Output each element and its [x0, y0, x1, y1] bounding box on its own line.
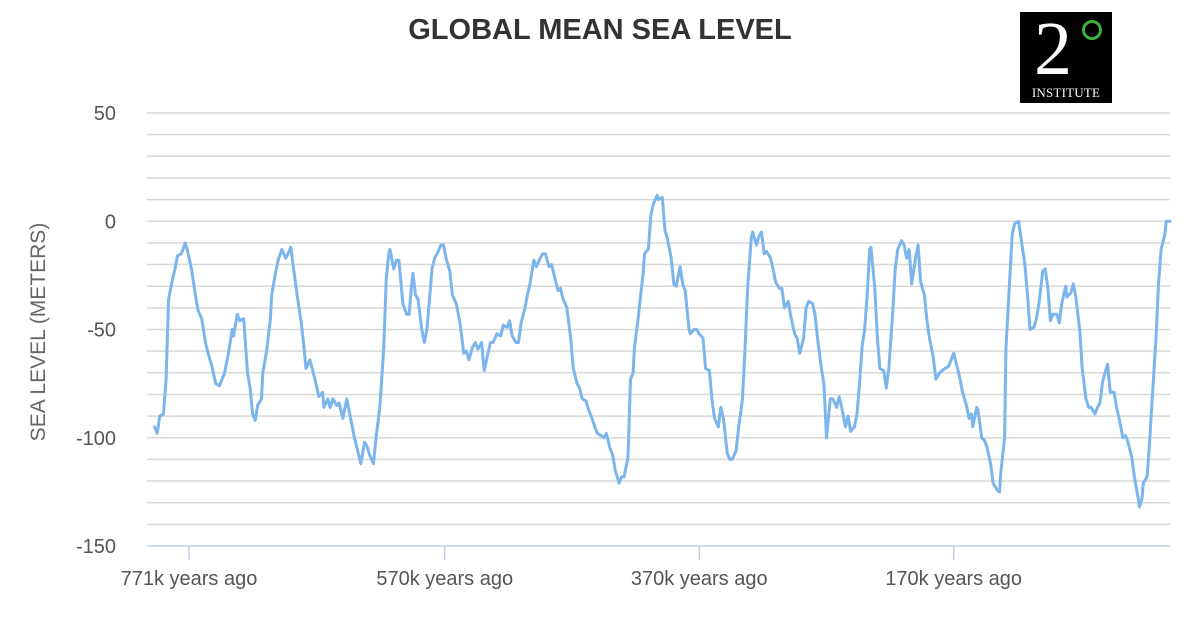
y-axis: 50 0 -50 -100 -150 [76, 103, 116, 558]
logo-digit: 2 [1034, 7, 1072, 91]
logo-name: INSTITUTE [1031, 85, 1101, 100]
x-tick-label: 170k years ago [885, 568, 1022, 590]
series-group [153, 193, 1172, 509]
y-tick-label: 50 [94, 103, 116, 125]
x-tick-label: 771k years ago [121, 568, 258, 590]
y-axis-title: SEA LEVEL (METERS) [27, 223, 50, 442]
y-tick-label: -150 [76, 536, 116, 558]
grid-lines [147, 112, 1170, 526]
x-axis: 771k years ago 570k years ago 370k years a… [121, 545, 1170, 590]
y-tick-label: 0 [105, 211, 116, 233]
two-degrees-institute-logo: 2 INSTITUTE [1020, 7, 1112, 103]
y-tick-label: -50 [87, 320, 116, 342]
x-tick-label: 370k years ago [631, 568, 768, 590]
x-tick-label: 570k years ago [376, 568, 513, 590]
degree-circle-icon [1082, 20, 1102, 40]
chart-title: GLOBAL MEAN SEA LEVEL [408, 14, 792, 46]
sea-level-line [153, 193, 1172, 509]
y-tick-label: -100 [76, 428, 116, 450]
